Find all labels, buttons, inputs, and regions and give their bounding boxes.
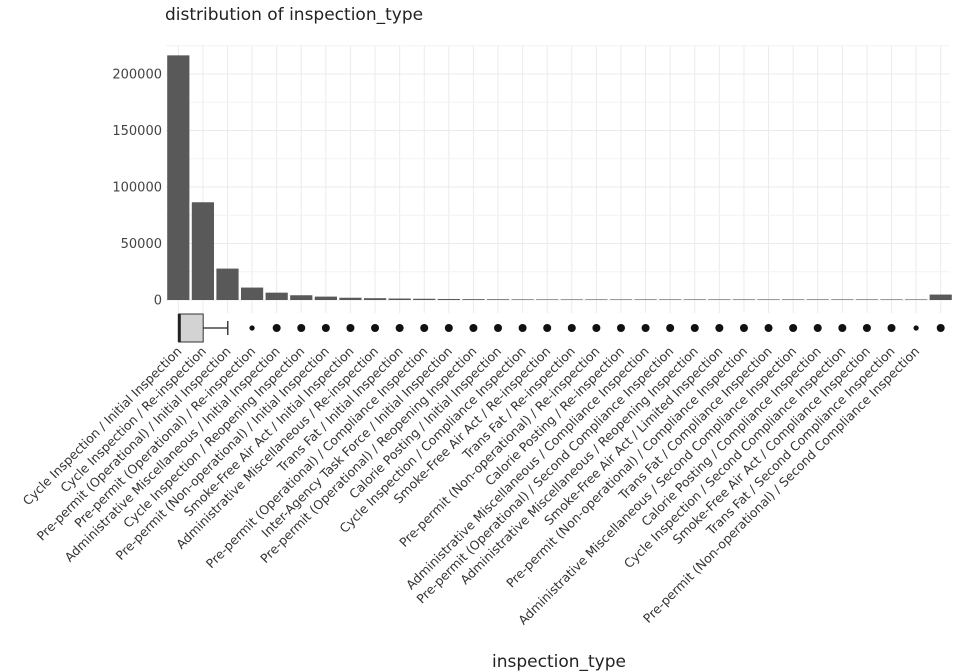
bar: [782, 299, 805, 300]
x-axis-tick-labels: Cycle Inspection / Initial InspectionCyc…: [20, 344, 923, 628]
bar: [634, 299, 657, 300]
bar: [486, 299, 510, 300]
boxplot-outlier: [444, 324, 453, 332]
bar: [708, 299, 731, 300]
boxplot-outlier: [690, 324, 699, 332]
y-tick-label: 50000: [121, 237, 162, 252]
bars: [167, 55, 952, 301]
boxplot-outlier: [249, 325, 255, 331]
bar: [929, 294, 952, 300]
boxplot-outlier: [543, 324, 552, 332]
boxplot-outlier: [321, 324, 330, 332]
bar: [831, 299, 854, 300]
bar: [585, 299, 608, 300]
bar: [363, 298, 387, 300]
boxplot-strip: [177, 313, 945, 343]
bar: [240, 287, 264, 300]
boxplot-outlier: [297, 324, 306, 332]
bar: [560, 299, 583, 300]
bar: [683, 299, 706, 300]
y-tick-label: 200000: [112, 68, 162, 83]
boxplot-outlier: [518, 324, 527, 332]
boxplot-box: [178, 313, 204, 343]
bar: [437, 298, 460, 300]
boxplot-outlier: [616, 324, 625, 332]
boxplot-outlier: [789, 324, 798, 332]
boxplot-outlier: [420, 324, 429, 332]
bar: [905, 299, 928, 300]
boxplot-outlier: [887, 324, 896, 332]
bar: [757, 299, 780, 300]
bar: [413, 298, 436, 300]
bar: [167, 55, 190, 301]
boxplot-outlier: [272, 324, 281, 332]
bar: [880, 299, 903, 300]
y-axis-ticks: 0 50000 100000 150000 200000: [112, 68, 162, 309]
grid-lines: [166, 45, 950, 313]
y-tick-label: 150000: [112, 124, 162, 139]
boxplot-outlier: [494, 324, 503, 332]
bar: [290, 295, 313, 300]
bar: [314, 296, 337, 300]
boxplot-outlier: [395, 324, 404, 332]
y-tick-label: 100000: [112, 181, 162, 196]
boxplot-outlier: [862, 324, 871, 332]
bar: [659, 299, 682, 300]
boxplot-outlier: [469, 324, 478, 332]
boxplot-outlier: [739, 324, 748, 332]
boxplot-outlier: [641, 324, 650, 332]
boxplot-outlier: [838, 324, 847, 332]
y-tick-label: 0: [154, 294, 162, 309]
bar: [511, 299, 534, 300]
boxplot-outlier: [936, 324, 945, 332]
boxplot-outlier: [666, 324, 675, 332]
bar: [536, 299, 559, 300]
x-axis-title: inspection_type: [492, 652, 626, 672]
boxplot-outlier: [813, 324, 822, 332]
bar: [806, 299, 829, 300]
bar: [388, 298, 411, 300]
bar: [462, 299, 485, 300]
bar: [609, 299, 633, 300]
bar: [191, 202, 214, 300]
boxplot-outlier: [715, 324, 724, 332]
chart-title: distribution of inspection_type: [165, 5, 424, 25]
boxplot-outlier: [371, 324, 380, 332]
bar: [216, 268, 239, 300]
bar: [339, 297, 362, 300]
boxplot-outlier: [346, 324, 355, 332]
bar: [732, 299, 756, 300]
boxplot-outlier: [567, 324, 576, 332]
boxplot-outlier: [913, 325, 919, 331]
boxplot-outlier: [764, 324, 773, 332]
bar: [855, 299, 879, 300]
boxplot-outlier: [592, 324, 601, 332]
bar: [265, 292, 288, 300]
